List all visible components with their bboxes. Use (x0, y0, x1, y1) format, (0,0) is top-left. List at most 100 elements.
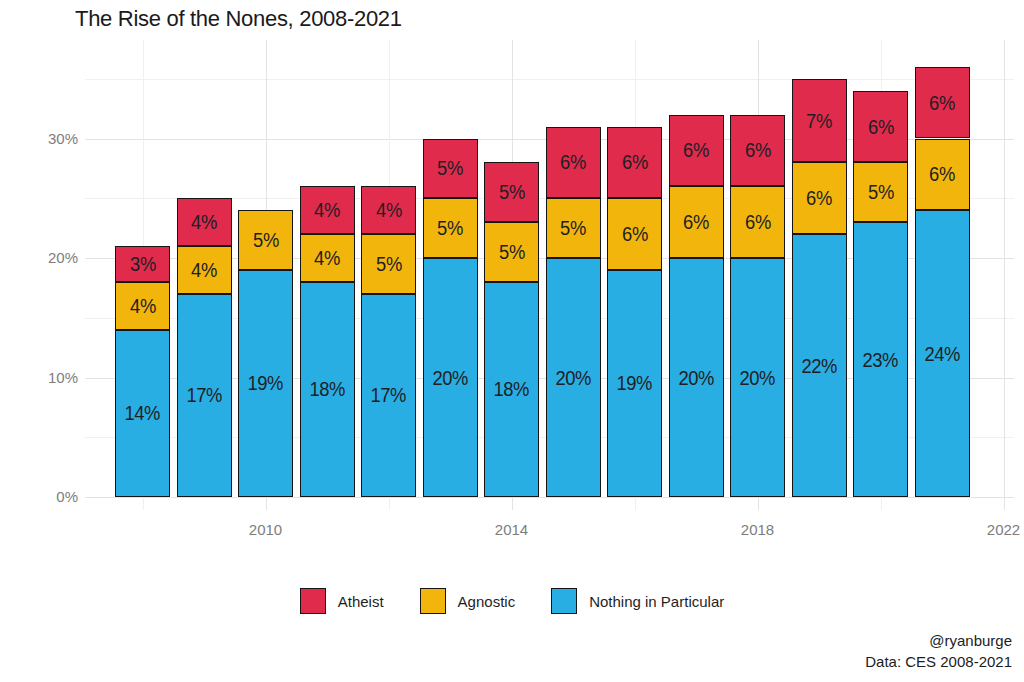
gridline-y-minor (85, 79, 1014, 80)
bar-value-label: 20% (555, 368, 590, 388)
bar-segment-agnostic: 5% (361, 234, 416, 294)
bar-value-label: 18% (494, 379, 529, 399)
bar-value-label: 5% (560, 218, 586, 238)
bar-value-label: 24% (924, 344, 959, 364)
bar-value-label: 4% (191, 260, 217, 280)
bar-segment-agnostic: 5% (853, 162, 908, 222)
x-tick-label: 2022 (969, 520, 1024, 540)
bar-segment-nothing-in-particular: 20% (423, 258, 478, 497)
plot-panel: 14% 4% 3% 17% 4% 4% 19% 5% 18% 4% 4% 17% 5% 4% 20% 5% 5%… (85, 40, 1014, 510)
bar-segment-nothing-in-particular: 19% (607, 270, 662, 497)
bar-value-label: 23% (863, 350, 898, 370)
bar-value-label: 14% (125, 403, 160, 423)
bar-value-label: 6% (929, 93, 955, 113)
caption-source: Data: CES 2008-2021 (865, 651, 1012, 672)
bar-segment-agnostic: 6% (730, 186, 785, 258)
bar-value-label: 5% (499, 242, 525, 262)
bar-segment-atheist: 6% (669, 115, 724, 187)
y-tick-label: 10% (18, 368, 78, 388)
bar-segment-atheist: 3% (115, 246, 170, 282)
legend-label: Agnostic (458, 593, 516, 610)
x-tick-label: 2010 (231, 520, 301, 540)
bar-segment-agnostic: 5% (238, 210, 293, 270)
bar-value-label: 6% (868, 117, 894, 137)
bar-segment-agnostic: 6% (607, 198, 662, 270)
bar-value-label: 6% (745, 212, 771, 232)
bar-value-label: 5% (499, 182, 525, 202)
bar-segment-nothing-in-particular: 23% (853, 222, 908, 497)
bar-value-label: 4% (191, 212, 217, 232)
bar-value-label: 6% (929, 164, 955, 184)
bar-segment-agnostic: 6% (792, 162, 847, 234)
legend: Atheist Agnostic Nothing in Particular (0, 588, 1024, 614)
gridline-x-major (1004, 40, 1005, 510)
chart-title: The Rise of the Nones, 2008-2021 (75, 6, 402, 32)
bar-segment-atheist: 7% (792, 79, 847, 163)
bar-segment-agnostic: 4% (177, 246, 232, 294)
bar-segment-atheist: 6% (607, 127, 662, 199)
bar-segment-atheist: 5% (484, 162, 539, 222)
bar-segment-nothing-in-particular: 14% (115, 330, 170, 497)
bar-value-label: 19% (248, 373, 283, 393)
bar-segment-nothing-in-particular: 19% (238, 270, 293, 497)
bar-segment-atheist: 5% (423, 139, 478, 199)
bar-value-label: 5% (437, 158, 463, 178)
x-tick-label: 2014 (477, 520, 547, 540)
bar-segment-agnostic: 5% (546, 198, 601, 258)
legend-swatch (300, 588, 326, 614)
bar-value-label: 4% (314, 200, 340, 220)
y-tick-label: 20% (18, 248, 78, 268)
bar-segment-atheist: 4% (361, 186, 416, 234)
bar-segment-atheist: 6% (853, 91, 908, 163)
caption: @ryanburge Data: CES 2008-2021 (865, 630, 1012, 672)
bar-segment-agnostic: 6% (669, 186, 724, 258)
bar-segment-agnostic: 4% (115, 282, 170, 330)
bar-value-label: 17% (186, 385, 221, 405)
bar-segment-atheist: 4% (177, 198, 232, 246)
bar-value-label: 5% (868, 182, 894, 202)
bar-segment-nothing-in-particular: 24% (915, 210, 970, 497)
bar-value-label: 6% (806, 188, 832, 208)
bar-value-label: 20% (678, 368, 713, 388)
bar-value-label: 5% (376, 254, 402, 274)
legend-label: Atheist (338, 593, 384, 610)
bar-value-label: 7% (806, 111, 832, 131)
y-tick-label: 30% (18, 129, 78, 149)
bar-value-label: 6% (622, 152, 648, 172)
x-tick-label: 2018 (723, 520, 793, 540)
bar-segment-atheist: 4% (300, 186, 355, 234)
bar-segment-nothing-in-particular: 18% (484, 282, 539, 497)
bar-value-label: 22% (801, 356, 836, 376)
bar-value-label: 20% (740, 368, 775, 388)
bar-value-label: 4% (130, 296, 156, 316)
bar-value-label: 6% (683, 212, 709, 232)
bar-value-label: 5% (437, 218, 463, 238)
caption-handle: @ryanburge (865, 630, 1012, 651)
legend-item-agnostic: Agnostic (420, 588, 516, 614)
bar-segment-atheist: 6% (546, 127, 601, 199)
bar-value-label: 6% (622, 224, 648, 244)
bar-value-label: 4% (314, 248, 340, 268)
bar-value-label: 4% (376, 200, 402, 220)
y-tick-label: 0% (18, 487, 78, 507)
bar-value-label: 20% (432, 368, 467, 388)
bar-segment-agnostic: 5% (423, 198, 478, 258)
bar-value-label: 6% (683, 140, 709, 160)
bar-value-label: 6% (560, 152, 586, 172)
bar-value-label: 18% (309, 379, 344, 399)
bar-segment-nothing-in-particular: 20% (669, 258, 724, 497)
bar-segment-nothing-in-particular: 17% (361, 294, 416, 497)
bar-value-label: 3% (130, 254, 156, 274)
bar-value-label: 5% (253, 230, 279, 250)
bar-segment-nothing-in-particular: 17% (177, 294, 232, 497)
legend-swatch (420, 588, 446, 614)
bar-value-label: 6% (745, 140, 771, 160)
bar-value-label: 19% (617, 373, 652, 393)
legend-item-atheist: Atheist (300, 588, 384, 614)
bar-segment-agnostic: 4% (300, 234, 355, 282)
legend-item-nothing-in-particular: Nothing in Particular (551, 588, 724, 614)
bar-segment-agnostic: 5% (484, 222, 539, 282)
bar-segment-nothing-in-particular: 18% (300, 282, 355, 497)
bar-segment-atheist: 6% (730, 115, 785, 187)
bar-segment-nothing-in-particular: 20% (546, 258, 601, 497)
